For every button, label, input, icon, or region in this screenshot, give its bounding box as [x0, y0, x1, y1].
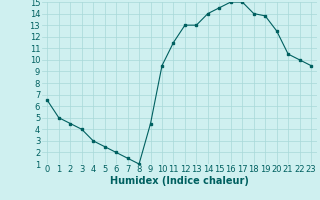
X-axis label: Humidex (Indice chaleur): Humidex (Indice chaleur) — [110, 176, 249, 186]
